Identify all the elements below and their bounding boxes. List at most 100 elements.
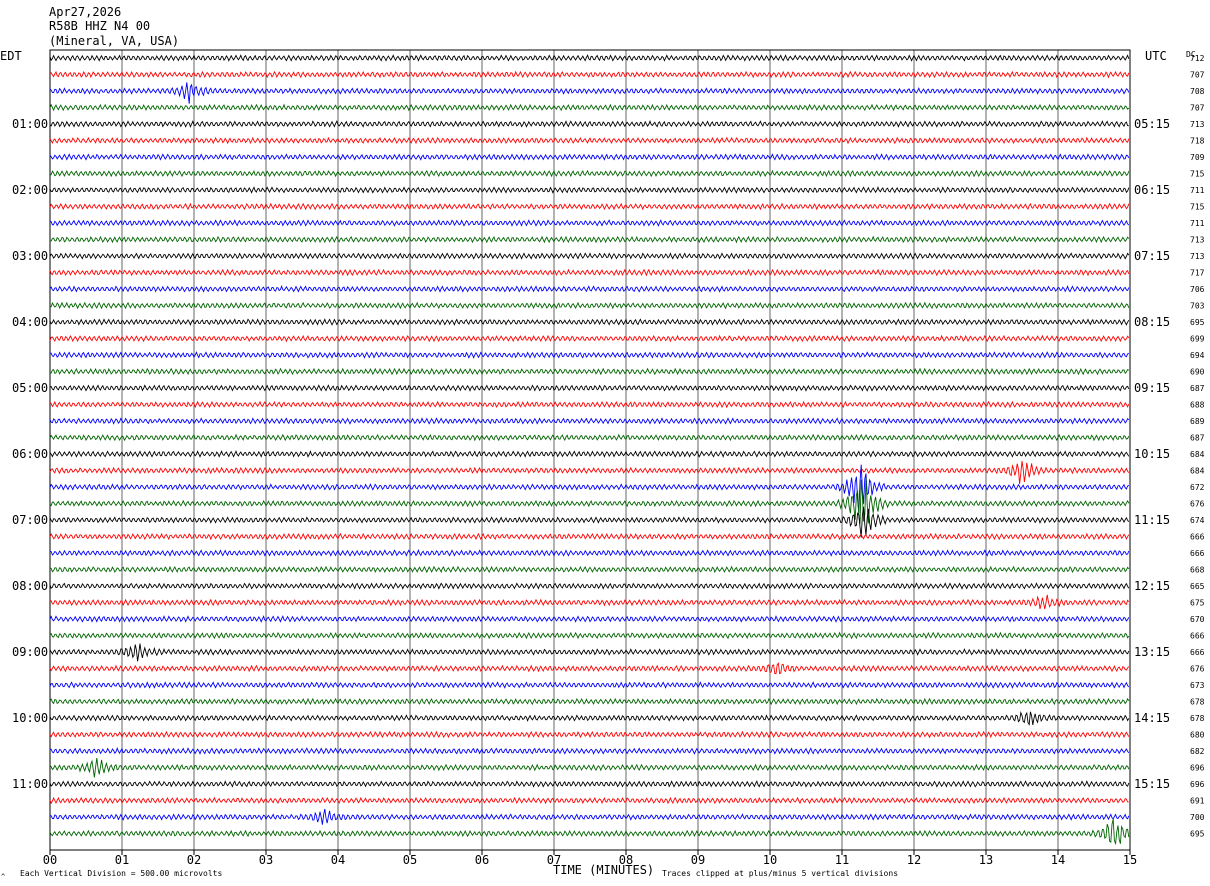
right-time-label: 07:15 bbox=[1134, 249, 1170, 263]
dc-offset-label: 687 bbox=[1190, 384, 1205, 393]
trace-line bbox=[49, 70, 1130, 79]
right-time-label: 10:15 bbox=[1134, 447, 1170, 461]
trace-line bbox=[49, 506, 1130, 538]
trace-line bbox=[49, 400, 1130, 409]
left-time-label: 09:00 bbox=[12, 645, 48, 659]
dc-offset-label: 713 bbox=[1190, 120, 1205, 129]
trace-line bbox=[49, 268, 1130, 277]
dc-header-label: DC bbox=[1186, 50, 1196, 59]
trace-line bbox=[49, 384, 1130, 392]
right-time-labels: 05:15 06:15 07:15 08:15 09:15 10:15 11:15 12:15… bbox=[1134, 117, 1170, 791]
left-time-label: 03:00 bbox=[12, 249, 48, 263]
dc-offset-label: 715 bbox=[1190, 170, 1205, 179]
trace-line bbox=[49, 450, 1130, 458]
trace-line bbox=[49, 120, 1129, 128]
dc-offset-label: 715 bbox=[1190, 203, 1205, 212]
dc-offset-label: 673 bbox=[1190, 681, 1205, 690]
right-time-label: 14:15 bbox=[1134, 711, 1170, 725]
trace-line bbox=[49, 202, 1130, 211]
trace-line bbox=[49, 582, 1130, 590]
corner-mark: ^ bbox=[1, 873, 5, 881]
trace-line bbox=[49, 252, 1130, 260]
trace-line bbox=[49, 351, 1130, 359]
trace-line bbox=[49, 818, 1130, 846]
dc-offset-label: 666 bbox=[1190, 549, 1205, 558]
dc-offset-label: 696 bbox=[1190, 780, 1205, 789]
dc-offset-label: 711 bbox=[1190, 186, 1205, 195]
dc-offset-label: 717 bbox=[1190, 269, 1205, 278]
x-tick-label: 14 bbox=[1051, 853, 1065, 867]
dc-offset-label: 684 bbox=[1190, 467, 1205, 476]
dc-offset-label: 706 bbox=[1190, 285, 1205, 294]
dc-offset-label: 703 bbox=[1190, 302, 1205, 311]
dc-offset-label: 682 bbox=[1190, 747, 1205, 756]
trace-line bbox=[49, 697, 1130, 706]
x-tick-label: 04 bbox=[331, 853, 345, 867]
x-tick-label: 02 bbox=[187, 853, 201, 867]
trace-line bbox=[49, 318, 1130, 326]
left-time-label: 01:00 bbox=[12, 117, 48, 131]
dc-offset-label: 689 bbox=[1190, 417, 1205, 426]
x-tick-label: 11 bbox=[835, 853, 849, 867]
trace-line bbox=[49, 334, 1130, 343]
dc-offset-label: 666 bbox=[1190, 533, 1205, 542]
dc-offset-label: 690 bbox=[1190, 368, 1205, 377]
dc-offset-label: 695 bbox=[1190, 830, 1205, 839]
trace-line bbox=[49, 301, 1130, 310]
trace-line bbox=[49, 808, 1130, 825]
dc-offset-label: 696 bbox=[1190, 764, 1205, 773]
left-time-label: 04:00 bbox=[12, 315, 48, 329]
trace-line bbox=[49, 285, 1130, 293]
x-tick-label: 06 bbox=[475, 853, 489, 867]
trace-line bbox=[49, 219, 1130, 227]
right-time-label: 09:15 bbox=[1134, 381, 1170, 395]
left-time-label: 06:00 bbox=[12, 447, 48, 461]
header-date: Apr27,2026 bbox=[49, 5, 121, 19]
trace-line bbox=[49, 631, 1130, 640]
dc-offset-label: 680 bbox=[1190, 731, 1205, 740]
trace-line bbox=[49, 710, 1130, 726]
x-tick-label: 09 bbox=[691, 853, 705, 867]
trace-line bbox=[49, 82, 1130, 104]
right-time-label: 05:15 bbox=[1134, 117, 1170, 131]
left-time-label: 08:00 bbox=[12, 579, 48, 593]
left-time-labels: 01:00 02:00 03:00 04:00 05:00 06:00 07:00 08:00… bbox=[12, 117, 48, 791]
trace-line bbox=[49, 169, 1130, 178]
trace-line bbox=[49, 730, 1130, 739]
trace-line bbox=[49, 103, 1130, 112]
right-time-label: 06:15 bbox=[1134, 183, 1170, 197]
dc-offset-label: 678 bbox=[1190, 714, 1205, 723]
right-timezone-label: UTC bbox=[1145, 49, 1167, 63]
x-tick-label: 15 bbox=[1123, 853, 1137, 867]
trace-line bbox=[49, 532, 1130, 541]
left-timezone-label: EDT bbox=[0, 49, 22, 63]
dc-offset-label: 666 bbox=[1190, 632, 1205, 641]
dc-offset-label: 713 bbox=[1190, 252, 1205, 261]
trace-line bbox=[49, 594, 1130, 610]
trace-line bbox=[49, 461, 1130, 485]
x-axis-ticks: 00 01 02 03 04 05 06 07 08 09 10 11 12 13 14 15 bbox=[43, 850, 1137, 867]
trace-line bbox=[49, 367, 1130, 376]
dc-offset-label: 666 bbox=[1190, 648, 1205, 657]
trace-line bbox=[49, 417, 1130, 425]
x-tick-label: 07 bbox=[547, 853, 561, 867]
dc-offset-label: 688 bbox=[1190, 401, 1205, 410]
dc-offset-label: 699 bbox=[1190, 335, 1205, 344]
dc-offset-label: 665 bbox=[1190, 582, 1205, 591]
dc-offset-label: 674 bbox=[1190, 516, 1205, 525]
x-tick-label: 10 bbox=[763, 853, 777, 867]
dc-offset-label: 713 bbox=[1190, 236, 1205, 245]
right-time-label: 08:15 bbox=[1134, 315, 1170, 329]
trace-line bbox=[49, 758, 1130, 778]
seismic-traces bbox=[49, 54, 1130, 846]
dc-offset-label: 668 bbox=[1190, 566, 1205, 575]
trace-line bbox=[49, 662, 1130, 675]
dc-offset-label: 670 bbox=[1190, 615, 1205, 624]
trace-line bbox=[49, 747, 1130, 755]
trace-line bbox=[49, 477, 1130, 525]
trace-line bbox=[49, 681, 1130, 689]
trace-line bbox=[49, 549, 1130, 557]
dc-offset-label: 684 bbox=[1190, 450, 1205, 459]
trace-line bbox=[49, 153, 1130, 161]
right-time-label: 12:15 bbox=[1134, 579, 1170, 593]
